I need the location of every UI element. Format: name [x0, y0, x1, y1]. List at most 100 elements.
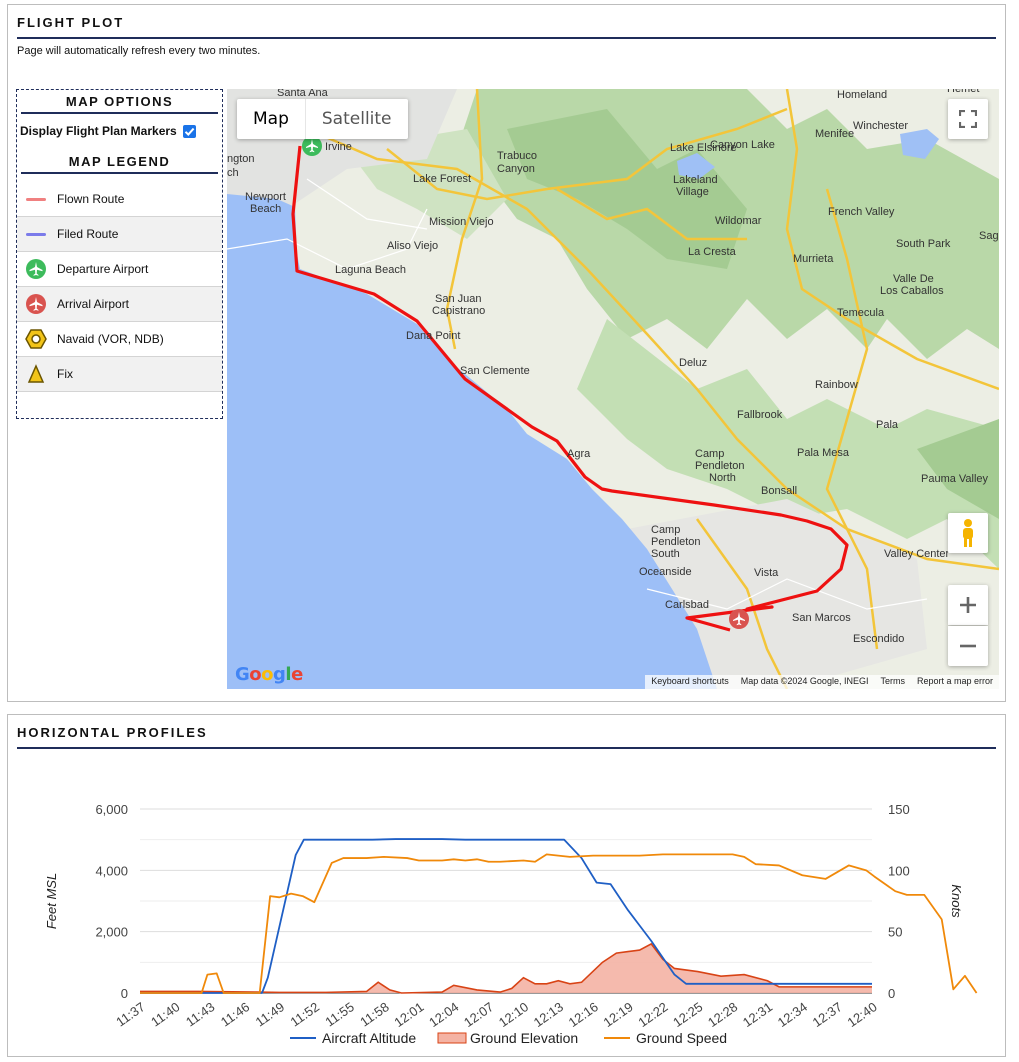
- svg-text:Agra: Agra: [567, 448, 591, 460]
- svg-text:Wildomar: Wildomar: [715, 215, 762, 227]
- map-type-control: Map Satellite: [237, 99, 408, 139]
- legend-item-departure-airport: Departure Airport: [17, 252, 222, 287]
- map-type-map-button[interactable]: Map: [253, 109, 289, 129]
- zoom-out-button[interactable]: [948, 626, 988, 666]
- x-tick-label: 12:37: [810, 999, 845, 1030]
- svg-text:Winchester: Winchester: [853, 120, 908, 132]
- x-tick-label: 11:55: [322, 999, 356, 1029]
- filed-route-line: [26, 232, 46, 236]
- x-tick-label: 12:25: [670, 999, 705, 1030]
- map-type-satellite-button[interactable]: Satellite: [304, 99, 408, 139]
- y-right-tick-label: 100: [888, 863, 910, 878]
- street-view-pegman-button[interactable]: [948, 513, 988, 553]
- svg-text:Laguna Beach: Laguna Beach: [335, 264, 406, 276]
- svg-text:ngton: ngton: [227, 153, 255, 165]
- svg-text:Canyon: Canyon: [497, 163, 535, 175]
- flight-map[interactable]: Santa Ana Irvine ngton ch Newport Beach La…: [227, 89, 999, 689]
- x-tick-label: 12:01: [391, 999, 426, 1030]
- legend-label: Departure Airport: [57, 262, 149, 276]
- svg-text:Escondido: Escondido: [853, 633, 904, 645]
- svg-text:San Marcos: San Marcos: [792, 612, 851, 624]
- x-tick-label: 12:04: [426, 999, 461, 1030]
- x-tick-label: 11:49: [253, 999, 287, 1029]
- svg-text:Los Caballos: Los Caballos: [880, 285, 944, 297]
- svg-text:Pauma Valley: Pauma Valley: [921, 473, 989, 485]
- y-left-axis-title: Feet MSL: [44, 873, 59, 929]
- flown-route-line: [26, 197, 46, 201]
- legend-item-flown-route: Flown Route: [17, 182, 222, 217]
- y-right-tick-label: 150: [888, 802, 910, 817]
- plus-icon: [960, 597, 976, 613]
- svg-text:Hemet: Hemet: [947, 89, 979, 95]
- arrival-airport-marker[interactable]: [729, 609, 749, 629]
- departure-airport-marker[interactable]: [302, 136, 322, 156]
- ground-elevation-area: [140, 943, 872, 993]
- legend-label: Aircraft Altitude: [322, 1030, 416, 1046]
- map-footer: Keyboard shortcuts Map data ©2024 Google…: [645, 675, 999, 689]
- x-tick-label: 12:16: [566, 999, 601, 1030]
- svg-text:Irvine: Irvine: [325, 141, 352, 153]
- horizontal-profiles-panel: HORIZONTAL PROFILES 0 0 2,000 50 4,000 100 6,0…: [7, 714, 1006, 1057]
- svg-text:Rainbow: Rainbow: [815, 379, 858, 391]
- x-tick-label: 12:13: [531, 999, 566, 1030]
- legend-label: Ground Speed: [636, 1030, 727, 1046]
- svg-text:French Valley: French Valley: [828, 206, 895, 218]
- x-tick-label: 12:10: [496, 999, 531, 1030]
- x-tick-label: 11:46: [218, 999, 252, 1029]
- svg-text:Canyon Lake: Canyon Lake: [710, 139, 775, 151]
- svg-text:Pendleton: Pendleton: [651, 536, 701, 548]
- svg-text:Mission Viejo: Mission Viejo: [429, 216, 494, 228]
- legend-label: Filed Route: [57, 227, 119, 241]
- x-tick-label: 12:40: [844, 999, 879, 1030]
- y-right-tick-label: 50: [888, 925, 902, 940]
- svg-text:Lake Forest: Lake Forest: [413, 173, 471, 185]
- y-right-tick-label: 0: [888, 986, 895, 1001]
- report-map-error-link[interactable]: Report a map error: [916, 676, 993, 686]
- zoom-in-button[interactable]: [948, 585, 988, 625]
- legend-swatch: [437, 1032, 467, 1044]
- keyboard-shortcuts-link[interactable]: Keyboard shortcuts: [651, 676, 729, 686]
- svg-text:Fallbrook: Fallbrook: [737, 409, 783, 421]
- svg-text:San Juan: San Juan: [435, 293, 481, 305]
- y-left-tick-label: 6,000: [95, 802, 128, 817]
- svg-text:Carlsbad: Carlsbad: [665, 599, 709, 611]
- svg-text:La Cresta: La Cresta: [688, 246, 737, 258]
- y-left-tick-label: 0: [121, 986, 128, 1001]
- fullscreen-icon: [959, 110, 977, 128]
- x-tick-label: 11:37: [113, 999, 147, 1029]
- svg-text:Camp: Camp: [695, 448, 724, 460]
- svg-text:Valle De: Valle De: [893, 273, 934, 285]
- x-tick-label: 11:52: [288, 999, 322, 1029]
- svg-text:ch: ch: [227, 167, 239, 179]
- x-tick-label: 12:28: [705, 999, 740, 1030]
- x-tick-label: 12:07: [461, 999, 496, 1030]
- svg-text:Vista: Vista: [754, 567, 779, 579]
- legend-item-arrival-airport: Arrival Airport: [17, 287, 222, 322]
- google-logo: Google: [235, 664, 303, 685]
- ground-elevation-line: [140, 942, 872, 994]
- display-markers-checkbox[interactable]: [182, 124, 196, 138]
- svg-text:Lake Elsinore: Lake Elsinore: [670, 142, 737, 154]
- y-left-tick-label: 4,000: [95, 863, 128, 878]
- legend-label: Navaid (VOR, NDB): [57, 332, 164, 346]
- terms-link[interactable]: Terms: [880, 676, 905, 686]
- aircraft-altitude-line: [140, 838, 872, 994]
- x-tick-label: 12:34: [775, 999, 810, 1030]
- svg-text:Village: Village: [676, 186, 709, 198]
- x-tick-label: 11:58: [357, 999, 391, 1029]
- y-left-tick-label: 2,000: [95, 925, 128, 940]
- svg-text:Capistrano: Capistrano: [432, 305, 485, 317]
- svg-text:Pala Mesa: Pala Mesa: [797, 447, 850, 459]
- minus-icon: [960, 644, 976, 648]
- display-markers-option[interactable]: Display Flight Plan Markers: [17, 114, 222, 150]
- map-legend-list: Flown Route Filed Route Departure Airpor…: [17, 182, 222, 392]
- svg-text:South Park: South Park: [896, 238, 951, 250]
- flight-plot-title: FLIGHT PLOT: [17, 13, 996, 39]
- map-options-heading: MAP OPTIONS: [21, 94, 218, 114]
- x-tick-label: 11:40: [148, 999, 182, 1029]
- svg-text:Camp: Camp: [651, 524, 680, 536]
- fullscreen-button[interactable]: [948, 99, 988, 139]
- map-sidebar: MAP OPTIONS Display Flight Plan Markers …: [16, 89, 223, 419]
- x-tick-label: 12:19: [600, 999, 635, 1030]
- legend-label: Ground Elevation: [470, 1030, 578, 1046]
